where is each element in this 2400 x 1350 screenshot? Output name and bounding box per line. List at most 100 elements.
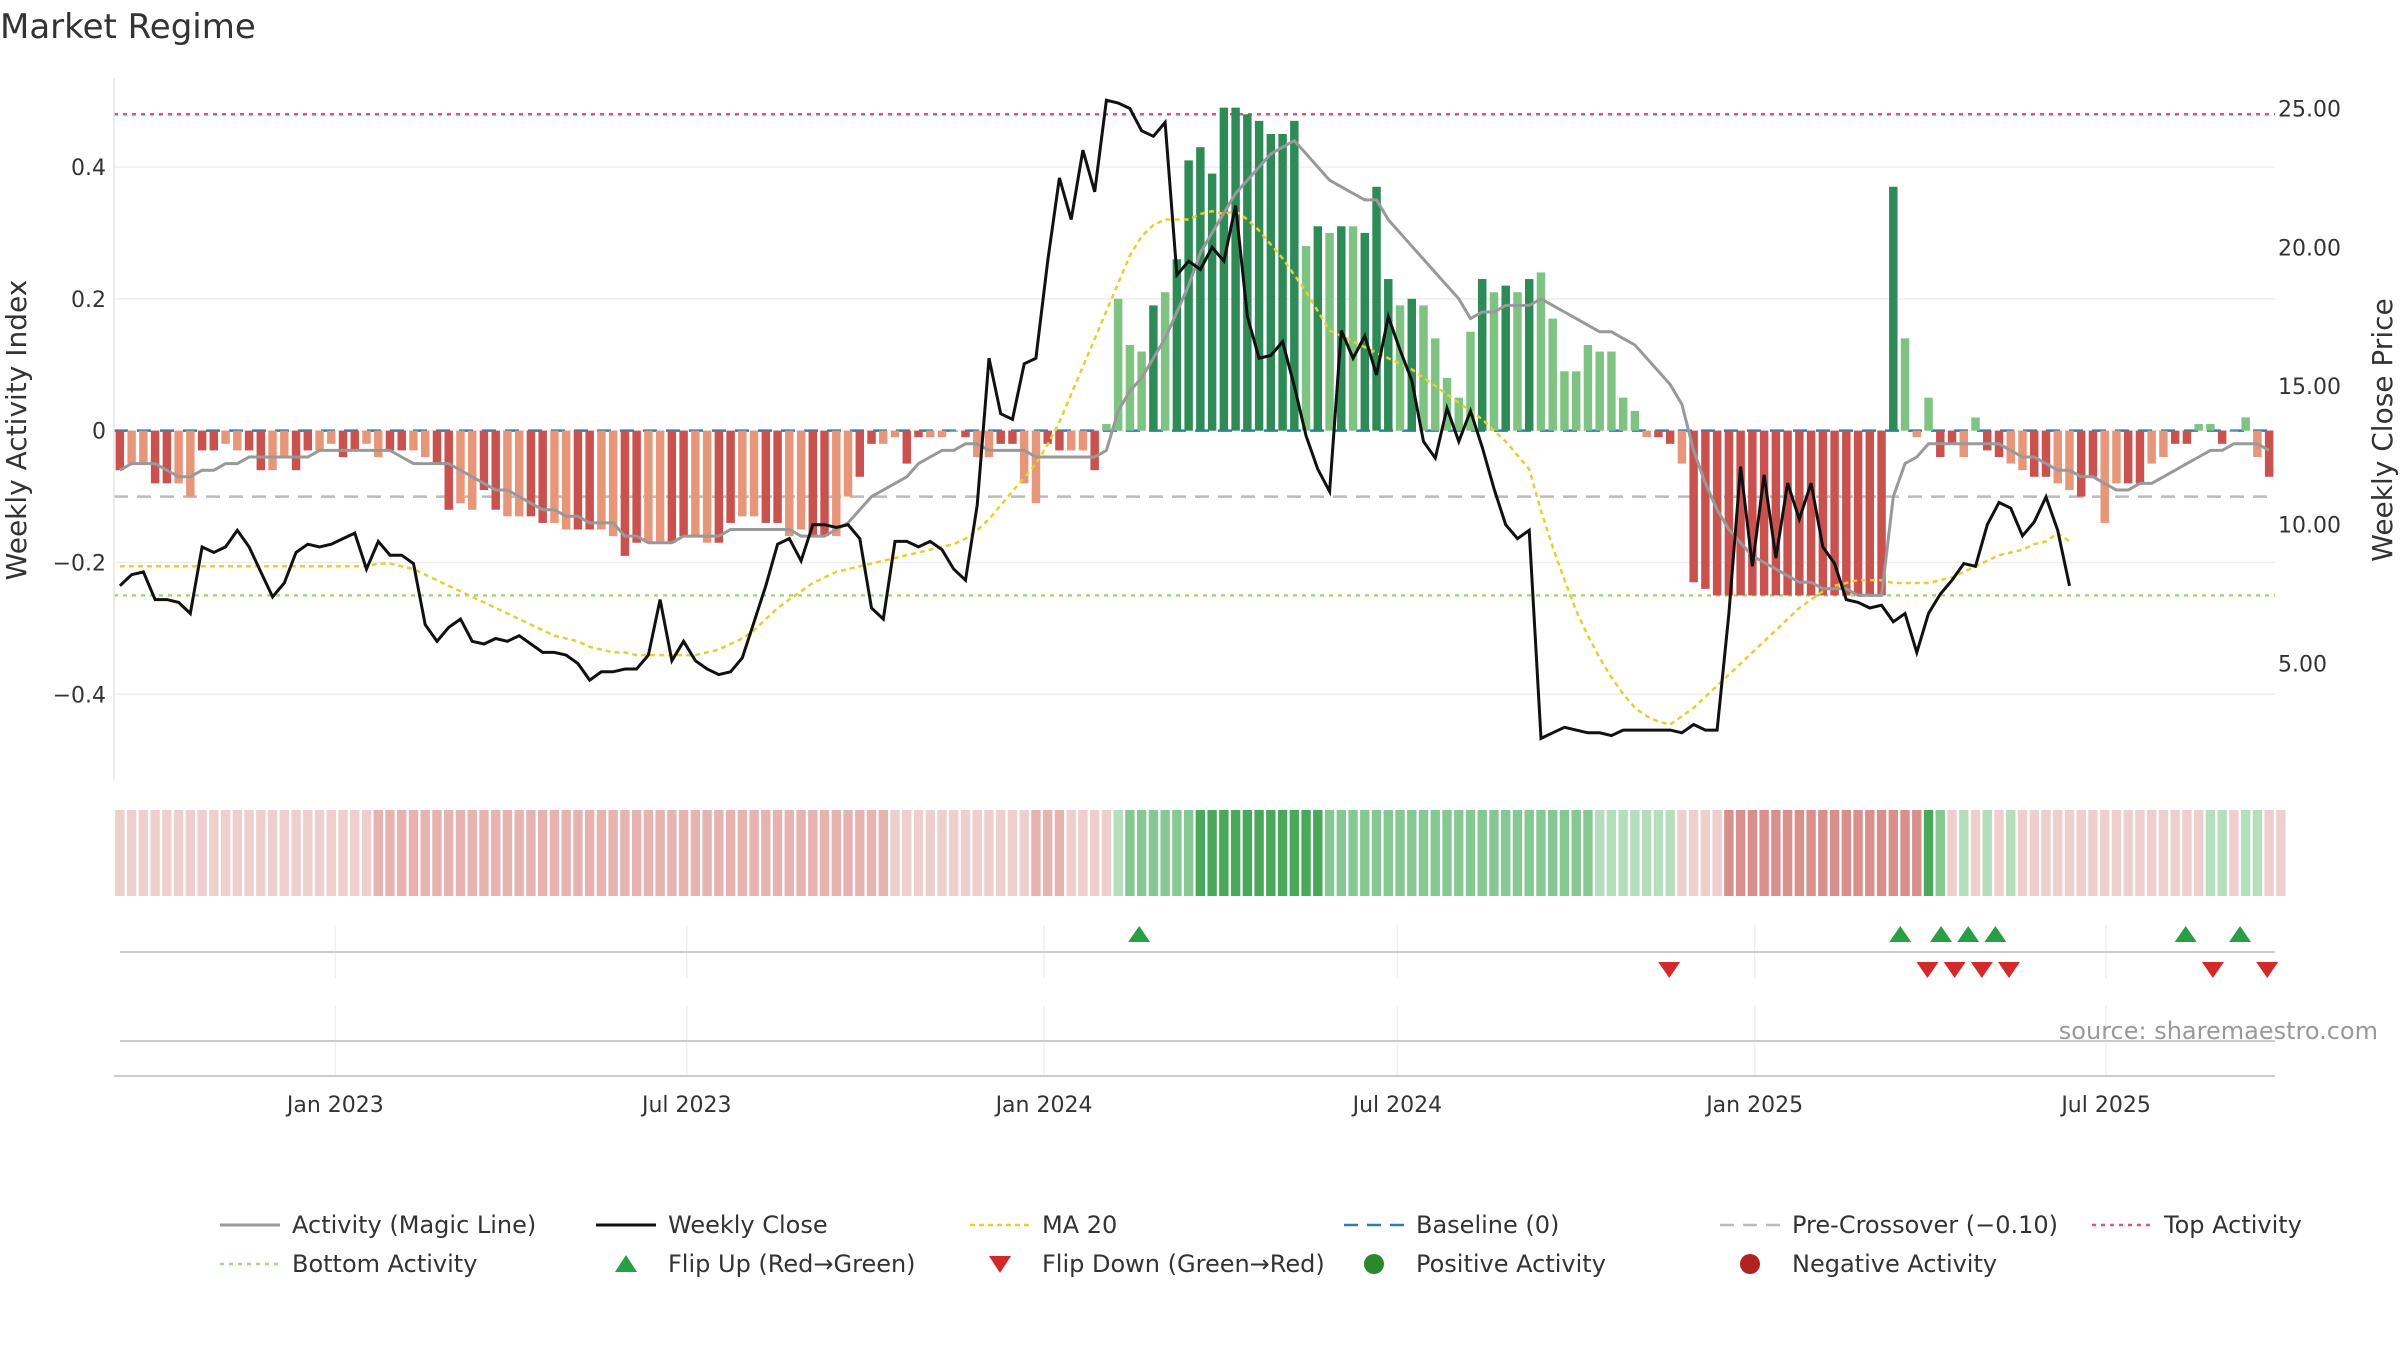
activity-bar <box>1172 259 1182 431</box>
left-tick-label: 0.4 <box>71 156 106 181</box>
regime-cell <box>479 810 489 896</box>
legend-swatch-positive <box>1364 1254 1384 1274</box>
activity-bar <box>843 430 853 497</box>
activity-bar <box>1642 430 1651 438</box>
activity-bar <box>2217 430 2227 444</box>
activity-bar <box>937 430 947 438</box>
regime-cell <box>1712 810 1722 896</box>
activity-bar <box>1900 338 1910 431</box>
left-tick-label: −0.4 <box>53 683 106 708</box>
regime-cell <box>2076 810 2086 896</box>
regime-cell <box>690 810 701 896</box>
activity-bar <box>961 430 970 438</box>
regime-cell <box>972 810 982 896</box>
regime-cell <box>1594 810 1605 896</box>
legend-label: Baseline (0) <box>1416 1211 1559 1239</box>
regime-cell <box>937 810 947 896</box>
regime-cell <box>702 810 712 896</box>
regime-cell <box>1548 810 1558 896</box>
regime-cell <box>1418 810 1429 896</box>
flip-up-marker <box>1889 926 1912 942</box>
right-tick-label: 20.00 <box>2278 236 2341 261</box>
regime-cell <box>209 810 219 896</box>
regime-cell <box>855 810 865 896</box>
regime-cell <box>1876 810 1887 896</box>
regime-cell <box>2064 810 2075 896</box>
activity-bar <box>150 430 160 484</box>
activity-bar <box>855 430 865 477</box>
regime-cell <box>1054 810 1065 896</box>
activity-bar <box>1454 397 1463 431</box>
regime-cell <box>878 810 888 896</box>
regime-cell <box>1747 810 1758 896</box>
magic-line <box>119 138 2270 597</box>
activity-bar <box>1219 107 1229 431</box>
regime-cell <box>2170 810 2180 896</box>
activity-bar <box>1689 430 1698 583</box>
activity-bar <box>1478 279 1487 431</box>
regime-cell <box>796 810 806 896</box>
activity-bar <box>1348 226 1358 431</box>
regime-cell <box>1019 810 1029 896</box>
regime-cell <box>667 810 677 896</box>
activity-bar <box>526 430 536 517</box>
activity-bar <box>1971 417 1980 431</box>
activity-bar <box>585 430 594 530</box>
activity-bar <box>303 430 313 451</box>
flip-markers-panel <box>120 925 2279 978</box>
regime-cell <box>1183 810 1194 896</box>
activity-bar <box>714 430 724 543</box>
activity-bar <box>738 430 747 517</box>
flip-down-marker <box>1998 962 2021 978</box>
activity-bar <box>2241 417 2250 431</box>
right-tick-label: 25.00 <box>2278 98 2341 123</box>
activity-bar <box>467 430 477 510</box>
activity-bar <box>1113 298 1123 431</box>
activity-bar <box>1207 173 1217 431</box>
regime-cell <box>2182 810 2192 896</box>
x-tick-label: Jul 2025 <box>2059 1093 2151 1118</box>
activity-bar <box>1231 107 1240 431</box>
regime-cell <box>2193 810 2204 896</box>
activity-bar <box>1513 292 1522 431</box>
regime-cell <box>514 810 524 896</box>
regime-cell <box>996 810 1006 896</box>
flip-up-marker <box>1984 926 2007 942</box>
regime-cell <box>678 810 689 896</box>
regime-cell <box>772 810 783 896</box>
chart-title: Market Regime <box>0 7 256 47</box>
regime-cell <box>2135 810 2145 896</box>
regime-cell <box>925 810 935 896</box>
activity-bar <box>444 430 453 510</box>
regime-cell <box>761 810 771 896</box>
regime-cell <box>2123 810 2133 896</box>
activity-bar <box>1759 430 1769 596</box>
activity-bar <box>327 430 336 444</box>
activity-bar <box>1677 430 1687 464</box>
activity-bar <box>1184 160 1193 431</box>
right-tick-label: 5.00 <box>2278 652 2327 677</box>
regime-cell <box>2100 810 2110 896</box>
left-tick-label: 0 <box>92 420 106 445</box>
regime-cell <box>913 810 924 896</box>
activity-bar <box>2194 424 2203 431</box>
activity-bar <box>1008 430 1017 444</box>
activity-bar <box>1912 430 1922 438</box>
activity-bar <box>280 430 289 458</box>
regime-cell <box>1136 810 1147 896</box>
regime-strip <box>115 810 2286 896</box>
regime-cell <box>1888 810 1898 896</box>
regime-cell <box>2006 810 2016 896</box>
regime-cell <box>1536 810 1546 896</box>
activity-bar <box>1137 351 1146 431</box>
regime-cell <box>150 810 160 896</box>
activity-bar <box>2147 430 2156 464</box>
activity-bar <box>573 430 583 530</box>
activity-bar <box>350 430 359 451</box>
regime-cell <box>1430 810 1440 896</box>
activity-bar <box>1360 232 1370 431</box>
regime-cell <box>1665 810 1675 896</box>
regime-cell <box>2240 810 2251 896</box>
activity-bar <box>984 430 994 458</box>
regime-cell <box>420 810 430 896</box>
